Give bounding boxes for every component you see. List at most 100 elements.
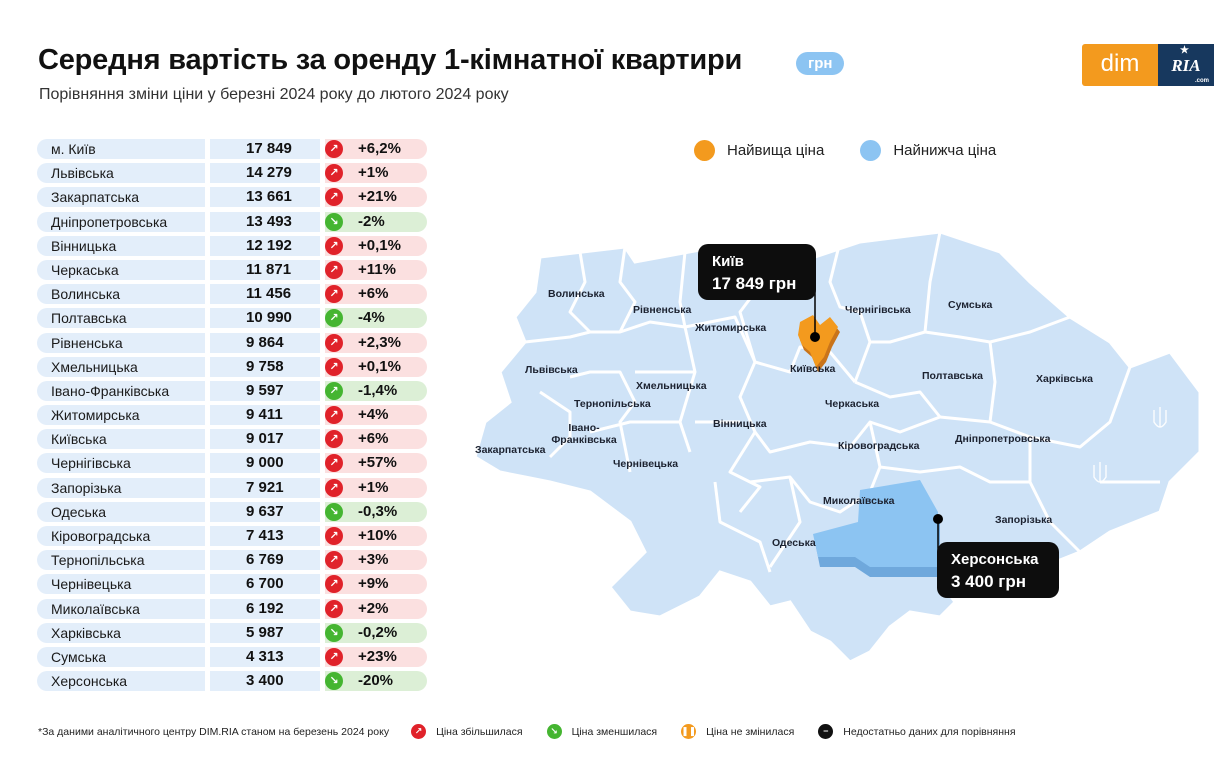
region-price: 3 400 xyxy=(210,671,320,692)
arrow-up-right-icon: ↗ xyxy=(325,236,343,255)
region-price: 9 864 xyxy=(210,332,320,353)
price-table: м. Київ 17 849 ↗ +6,2% Львівська 14 279 ↗ +1% За… xyxy=(37,139,427,695)
price-change: ↗ -4% xyxy=(325,308,427,329)
change-value: -2% xyxy=(358,212,385,230)
legend-unchanged: ❚❚ Ціна не змінилася xyxy=(681,724,794,739)
arrow-up-right-icon: ↗ xyxy=(325,164,343,183)
table-row: Черкаська 11 871 ↗ +11% xyxy=(37,259,427,280)
region-price: 6 769 xyxy=(210,550,320,571)
legend-lowest-label: Найнижча ціна xyxy=(893,142,997,159)
arrow-up-right-icon: ↗ xyxy=(325,188,343,207)
arrow-up-right-icon: ↗ xyxy=(325,140,343,158)
region-name: Херсонська xyxy=(37,671,205,692)
region-price: 4 313 xyxy=(210,646,320,667)
logo-ria-suffix: .com xyxy=(1194,78,1209,84)
page-title: Середня вартість за оренду 1-кімнатної к… xyxy=(38,44,743,76)
callout-lowest-value: 3 400 грн xyxy=(951,572,1026,591)
price-change: ↗ +1% xyxy=(325,163,427,184)
map-label-dnipropetrovska: Дніпропетровська xyxy=(955,433,1051,445)
change-value: +0,1% xyxy=(358,357,401,375)
region-name: Черкаська xyxy=(37,259,205,280)
page-subtitle: Порівняння зміни ціни у березні 2024 рок… xyxy=(39,86,509,103)
arrow-up-right-icon: ↗ xyxy=(325,527,343,545)
region-name: Кіровоградська xyxy=(37,526,205,546)
change-value: +0,1% xyxy=(358,236,401,254)
change-value: +9% xyxy=(358,575,389,593)
region-price: 7 413 xyxy=(210,526,320,546)
region-name: Дніпропетровська xyxy=(37,211,205,232)
change-value: +21% xyxy=(358,188,397,206)
kherson-region-highlight xyxy=(813,480,960,577)
legend-no-data: − Недостатньо даних для порівняння xyxy=(818,724,1016,739)
pause-icon: ❚❚ xyxy=(681,724,696,739)
arrow-up-right-icon: ↗ xyxy=(325,406,343,425)
table-row: Львівська 14 279 ↗ +1% xyxy=(37,163,427,184)
region-price: 6 192 xyxy=(210,598,320,619)
footer: *За даними аналітичного центру DIM.RIA с… xyxy=(38,724,1040,739)
price-change: ↗ +1% xyxy=(325,477,427,498)
price-change: ↗ +11% xyxy=(325,259,427,280)
star-icon: ★ xyxy=(1180,45,1189,56)
table-row: Хмельницька 9 758 ↗ +0,1% xyxy=(37,356,427,377)
legend-increase: ↗ Ціна збільшилася xyxy=(411,724,523,739)
legend-unchanged-label: Ціна не змінилася xyxy=(706,725,795,738)
arrow-up-right-icon: ↗ xyxy=(325,430,343,449)
table-row: м. Київ 17 849 ↗ +6,2% xyxy=(37,139,427,159)
map-label-sumska: Сумська xyxy=(948,299,993,311)
table-row: Кіровоградська 7 413 ↗ +10% xyxy=(37,526,427,546)
callout-highest: Київ 17 849 грн xyxy=(698,244,816,300)
arrow-down-right-icon: ↘ xyxy=(325,212,343,231)
arrow-up-right-icon: ↗ xyxy=(325,478,343,497)
map-label-kharkivska: Харківська xyxy=(1036,373,1094,385)
region-price: 12 192 xyxy=(210,235,320,256)
change-value: +6% xyxy=(358,285,389,303)
logo-dim-part: dim xyxy=(1082,44,1158,86)
region-name: Полтавська xyxy=(37,308,205,329)
change-value: -20% xyxy=(358,672,394,690)
arrow-up-right-icon: ↗ xyxy=(325,551,343,570)
table-row: Одеська 9 637 ↘ -0,3% xyxy=(37,501,427,522)
dim-ria-logo: dim ★ RIA .com xyxy=(1082,44,1214,86)
map-label-ivano-frankivska-line2: Франківська xyxy=(551,434,617,446)
arrow-down-right-icon: ↘ xyxy=(325,502,343,521)
change-value: +1% xyxy=(358,164,389,182)
map-label-ivano-frankivska: Івано- Франківська xyxy=(548,422,620,446)
table-row: Запорізька 7 921 ↗ +1% xyxy=(37,477,427,498)
map-label-zaporizka: Запорізька xyxy=(995,514,1053,526)
map-label-chernivetska: Чернівецька xyxy=(613,458,679,470)
price-change: ↗ +23% xyxy=(325,646,427,667)
region-price: 11 871 xyxy=(210,259,320,280)
map-label-zakarpatska: Закарпатська xyxy=(475,444,546,456)
arrow-up-right-icon: ↗ xyxy=(325,575,343,594)
region-name: Чернігівська xyxy=(37,453,205,474)
legend-increase-label: Ціна збільшилася xyxy=(436,725,523,738)
legend-highest-label: Найвища ціна xyxy=(727,142,825,159)
price-change: ↘ -0,3% xyxy=(325,501,427,522)
map-label-lvivska: Львівська xyxy=(525,364,578,376)
region-name: Харківська xyxy=(37,622,205,643)
region-name: Волинська xyxy=(37,284,205,305)
map-legend: Найвища ціна Найнижча ціна xyxy=(694,140,1032,161)
table-row: Київська 9 017 ↗ +6% xyxy=(37,429,427,450)
arrow-down-right-icon: ↘ xyxy=(325,623,343,642)
region-price: 9 637 xyxy=(210,501,320,522)
table-row: Дніпропетровська 13 493 ↘ -2% xyxy=(37,211,427,232)
table-row: Івано-Франківська 9 597 ↗ -1,4% xyxy=(37,380,427,401)
arrow-up-right-icon: ↗ xyxy=(411,724,427,739)
legend-no-data-label: Недостатньо даних для порівняння xyxy=(843,725,1016,738)
change-value: +23% xyxy=(358,647,397,665)
region-name: Івано-Франківська xyxy=(37,380,205,401)
price-change: ↗ +9% xyxy=(325,574,427,595)
arrow-up-right-icon: ↗ xyxy=(325,647,343,666)
logo-ria-part: ★ RIA .com xyxy=(1158,44,1214,86)
region-name: Закарпатська xyxy=(37,187,205,208)
change-value: +11% xyxy=(358,260,396,278)
callout-highest-value: 17 849 грн xyxy=(712,274,797,293)
region-price: 9 017 xyxy=(210,429,320,450)
currency-badge: грн xyxy=(796,52,845,75)
price-change: ↗ +6% xyxy=(325,429,427,450)
arrow-up-right-icon: ↗ xyxy=(325,357,343,376)
table-row: Сумська 4 313 ↗ +23% xyxy=(37,646,427,667)
region-name: Вінницька xyxy=(37,235,205,256)
price-change: ↗ +10% xyxy=(325,526,427,546)
